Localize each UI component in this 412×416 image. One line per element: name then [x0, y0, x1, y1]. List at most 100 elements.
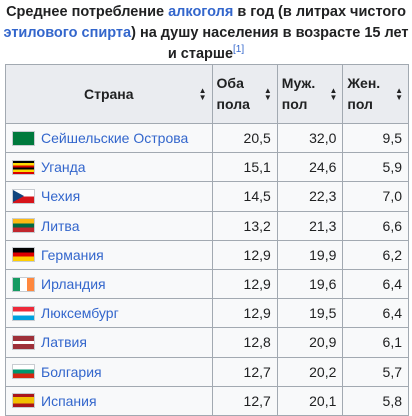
country-cell-content: Латвия — [12, 334, 206, 350]
female-value: 6,6 — [342, 210, 409, 241]
male-value: 21,3 — [276, 210, 344, 241]
both-value: 20,5 — [211, 122, 278, 154]
header-both-label: Оба пола — [216, 75, 250, 112]
country-link[interactable]: Ирландия — [41, 276, 106, 293]
country-cell: Ирландия — [5, 268, 213, 300]
both-value: 12,7 — [211, 385, 278, 416]
ethanol-link[interactable]: этилового спирта — [3, 25, 132, 41]
country-link[interactable]: Литва — [41, 217, 80, 234]
country-cell: Болгария — [5, 356, 213, 387]
country-link[interactable]: Испания — [41, 392, 97, 409]
table-row: Испания 12,7 20,1 5,8 — [5, 385, 409, 416]
table-row: Латвия 12,8 20,9 6,1 — [5, 327, 409, 358]
male-value: 20,2 — [276, 356, 344, 387]
both-value: 12,9 — [211, 298, 278, 329]
country-cell-content: Болгария — [12, 364, 206, 380]
country-link[interactable]: Болгария — [41, 363, 102, 380]
country-cell-content: Ирландия — [12, 276, 206, 292]
male-value: 19,5 — [276, 298, 344, 329]
sort-arrows-icon[interactable]: ▲ ▼ — [263, 86, 272, 102]
seychelles-flag-icon[interactable] — [12, 130, 35, 146]
header-row: Страна ▲ ▼ Оба пола ▲ ▼ Муж. пол ▲ ▼ Жен. п… — [5, 64, 409, 124]
table-row: Ирландия 12,9 19,6 6,4 — [5, 268, 409, 300]
female-value: 5,9 — [342, 152, 409, 183]
spain-flag-icon[interactable] — [12, 393, 35, 409]
header-male-label: Муж. пол — [281, 75, 316, 112]
both-value: 12,9 — [211, 239, 278, 270]
male-value: 19,9 — [276, 239, 344, 270]
male-value: 24,6 — [276, 152, 344, 183]
country-cell-content: Люксембург — [12, 305, 206, 321]
table-row: Болгария 12,7 20,2 5,7 — [5, 356, 409, 387]
both-value: 12,9 — [211, 268, 278, 300]
male-value: 19,6 — [276, 268, 344, 300]
table-row: Чехия 14,5 22,3 7,0 — [5, 181, 409, 212]
country-link[interactable]: Чехия — [41, 188, 81, 205]
germany-flag-icon[interactable] — [12, 247, 35, 263]
uganda-flag-icon[interactable] — [12, 159, 35, 175]
country-cell: Уганда — [5, 152, 213, 183]
female-value: 6,4 — [342, 268, 409, 300]
country-link[interactable]: Германия — [41, 246, 104, 263]
female-value: 5,8 — [342, 385, 409, 416]
female-value: 6,1 — [342, 327, 409, 358]
both-value: 14,5 — [211, 181, 278, 212]
male-value: 20,9 — [276, 327, 344, 358]
header-both[interactable]: Оба пола ▲ ▼ — [211, 64, 278, 124]
lithuania-flag-icon[interactable] — [12, 218, 35, 234]
country-link[interactable]: Уганда — [41, 159, 86, 176]
table-caption: Среднее потребление алкоголя в год (в ли… — [0, 0, 412, 65]
country-cell-content: Чехия — [12, 188, 206, 204]
both-value: 15,1 — [211, 152, 278, 183]
luxembourg-flag-icon[interactable] — [12, 305, 35, 321]
bulgaria-flag-icon[interactable] — [12, 364, 35, 380]
country-cell: Литва — [5, 210, 213, 241]
sort-arrows-icon[interactable]: ▲ ▼ — [329, 86, 338, 102]
caption-text-2: в год (в литрах чистого — [233, 4, 406, 20]
country-cell: Испания — [5, 385, 213, 416]
country-link[interactable]: Сейшельские Острова — [41, 130, 189, 147]
female-value: 7,0 — [342, 181, 409, 212]
male-value: 22,3 — [276, 181, 344, 212]
country-cell: Сейшельские Острова — [5, 122, 213, 154]
female-value: 6,4 — [342, 298, 409, 329]
header-country-label: Страна — [83, 85, 134, 102]
country-cell-content: Литва — [12, 218, 206, 234]
male-value: 20,1 — [276, 385, 344, 416]
header-female[interactable]: Жен. пол ▲ ▼ — [342, 64, 409, 124]
country-cell-content: Уганда — [12, 159, 206, 175]
alcohol-link[interactable]: алкоголя — [168, 4, 234, 20]
sort-arrows-icon[interactable]: ▲ ▼ — [198, 86, 207, 102]
table-row: Уганда 15,1 24,6 5,9 — [5, 152, 409, 183]
both-value: 12,8 — [211, 327, 278, 358]
reference-link[interactable]: [1] — [233, 44, 245, 56]
country-cell: Латвия — [5, 327, 213, 358]
ireland-flag-icon[interactable] — [12, 276, 35, 292]
header-country[interactable]: Страна ▲ ▼ — [5, 64, 213, 124]
table-row: Люксембург 12,9 19,5 6,4 — [5, 298, 409, 329]
header-female-label: Жен. пол — [347, 75, 381, 112]
table-row: Литва 13,2 21,3 6,6 — [5, 210, 409, 241]
caption-text-3: ) на душу населения в возрасте 15 лет и … — [131, 25, 409, 62]
table-row: Сейшельские Острова 20,5 32,0 9,5 — [5, 122, 409, 154]
female-value: 6,2 — [342, 239, 409, 270]
female-value: 5,7 — [342, 356, 409, 387]
latvia-flag-icon[interactable] — [12, 334, 35, 350]
table-row: Германия 12,9 19,9 6,2 — [5, 239, 409, 270]
country-cell: Люксембург — [5, 298, 213, 329]
reference-sup: [1] — [233, 44, 244, 55]
country-cell-content: Сейшельские Острова — [12, 130, 206, 146]
both-value: 13,2 — [211, 210, 278, 241]
male-value: 32,0 — [276, 122, 344, 154]
country-link[interactable]: Люксембург — [41, 305, 119, 322]
country-cell-content: Германия — [12, 247, 206, 263]
country-cell: Германия — [5, 239, 213, 270]
sort-arrows-icon[interactable]: ▲ ▼ — [395, 86, 403, 102]
caption-text-1: Среднее потребление — [6, 4, 169, 20]
country-link[interactable]: Латвия — [41, 334, 87, 351]
country-cell: Чехия — [5, 181, 213, 212]
female-value: 9,5 — [342, 122, 409, 154]
header-male[interactable]: Муж. пол ▲ ▼ — [276, 64, 344, 124]
czech-flag-icon[interactable] — [12, 188, 35, 204]
alcohol-table: Страна ▲ ▼ Оба пола ▲ ▼ Муж. пол ▲ ▼ Жен. п… — [5, 64, 409, 416]
